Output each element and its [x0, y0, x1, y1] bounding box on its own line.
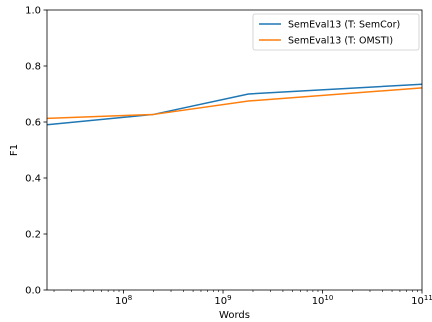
- series-line-semcor: [46, 83, 423, 126]
- y-tick-label: 0.8: [25, 62, 41, 73]
- y-tick-label: 1.0: [25, 6, 41, 17]
- axis-ticks: 0.0 0.2 0.4 0.6 0.8 1.0 108 109 1010 1011: [25, 6, 432, 308]
- x-tick-label: 108: [115, 294, 132, 307]
- x-tick-label: 1011: [411, 294, 432, 307]
- y-axis-label: F1: [9, 144, 20, 156]
- series-lines: [46, 83, 423, 126]
- x-tick-label: 1010: [312, 294, 334, 307]
- series-line-omsti: [46, 87, 423, 120]
- y-tick-label: 0.2: [25, 230, 41, 241]
- legend: SemEval13 (T: SemCor) SemEval13 (T: OMST…: [252, 13, 420, 51]
- x-tick-label: 109: [214, 294, 231, 307]
- y-tick-label: 0.6: [25, 118, 41, 129]
- x-axis-label: Words: [219, 310, 250, 321]
- plot-frame: [46, 9, 423, 291]
- y-tick-label: 0.4: [25, 174, 41, 185]
- legend-label-semcor: SemEval13 (T: SemCor): [288, 20, 400, 31]
- legend-box: [252, 13, 420, 51]
- y-tick-label: 0.0: [25, 286, 41, 297]
- legend-label-omsti: SemEval13 (T: OMSTI): [288, 36, 393, 47]
